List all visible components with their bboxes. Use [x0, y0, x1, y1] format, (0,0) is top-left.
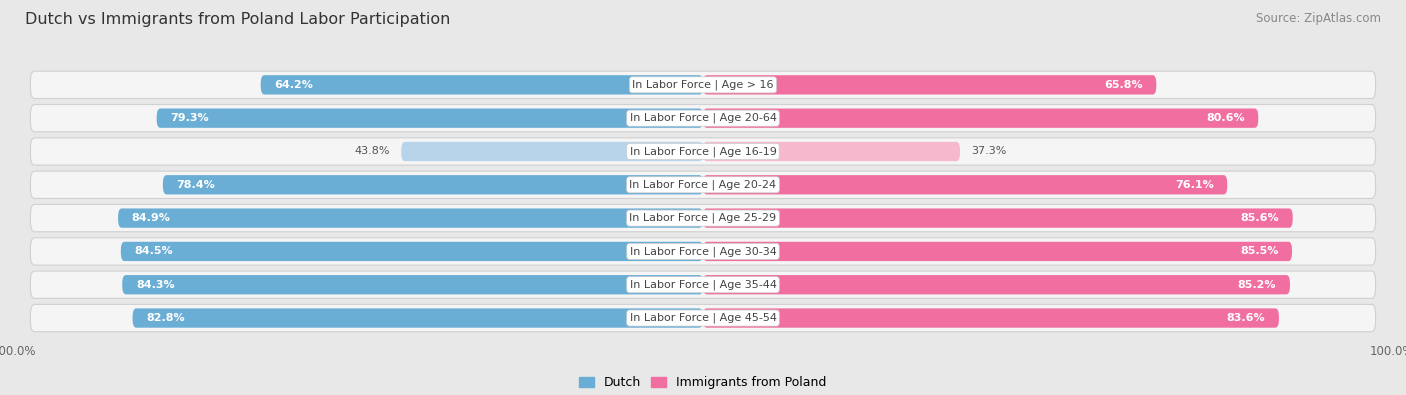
Text: In Labor Force | Age 30-34: In Labor Force | Age 30-34 — [630, 246, 776, 257]
FancyBboxPatch shape — [163, 175, 703, 194]
FancyBboxPatch shape — [703, 308, 1279, 328]
FancyBboxPatch shape — [156, 109, 703, 128]
FancyBboxPatch shape — [132, 308, 703, 328]
Text: Source: ZipAtlas.com: Source: ZipAtlas.com — [1256, 12, 1381, 25]
Text: 37.3%: 37.3% — [972, 147, 1007, 156]
FancyBboxPatch shape — [703, 209, 1292, 228]
Text: 85.5%: 85.5% — [1240, 246, 1278, 256]
FancyBboxPatch shape — [703, 142, 960, 161]
Text: 85.2%: 85.2% — [1237, 280, 1277, 290]
FancyBboxPatch shape — [703, 75, 1156, 94]
Text: 83.6%: 83.6% — [1226, 313, 1265, 323]
Text: In Labor Force | Age 35-44: In Labor Force | Age 35-44 — [630, 280, 776, 290]
Text: In Labor Force | Age 45-54: In Labor Force | Age 45-54 — [630, 313, 776, 323]
FancyBboxPatch shape — [401, 142, 703, 161]
FancyBboxPatch shape — [31, 105, 1375, 132]
FancyBboxPatch shape — [703, 275, 1289, 294]
FancyBboxPatch shape — [31, 238, 1375, 265]
FancyBboxPatch shape — [31, 138, 1375, 165]
Text: 79.3%: 79.3% — [170, 113, 209, 123]
FancyBboxPatch shape — [121, 242, 703, 261]
Text: 85.6%: 85.6% — [1240, 213, 1279, 223]
Text: 76.1%: 76.1% — [1175, 180, 1213, 190]
Text: 84.3%: 84.3% — [136, 280, 174, 290]
FancyBboxPatch shape — [31, 271, 1375, 298]
FancyBboxPatch shape — [260, 75, 703, 94]
FancyBboxPatch shape — [703, 109, 1258, 128]
FancyBboxPatch shape — [118, 209, 703, 228]
Text: 80.6%: 80.6% — [1206, 113, 1244, 123]
Text: 84.9%: 84.9% — [132, 213, 170, 223]
Text: Dutch vs Immigrants from Poland Labor Participation: Dutch vs Immigrants from Poland Labor Pa… — [25, 12, 451, 27]
Text: 78.4%: 78.4% — [177, 180, 215, 190]
FancyBboxPatch shape — [31, 305, 1375, 332]
FancyBboxPatch shape — [31, 205, 1375, 232]
Text: 43.8%: 43.8% — [354, 147, 391, 156]
Text: 64.2%: 64.2% — [274, 80, 314, 90]
Text: 82.8%: 82.8% — [146, 313, 186, 323]
Text: In Labor Force | Age 16-19: In Labor Force | Age 16-19 — [630, 146, 776, 157]
Legend: Dutch, Immigrants from Poland: Dutch, Immigrants from Poland — [574, 371, 832, 394]
Text: In Labor Force | Age 20-64: In Labor Force | Age 20-64 — [630, 113, 776, 123]
Text: In Labor Force | Age 20-24: In Labor Force | Age 20-24 — [630, 180, 776, 190]
Text: In Labor Force | Age 25-29: In Labor Force | Age 25-29 — [630, 213, 776, 223]
FancyBboxPatch shape — [31, 71, 1375, 98]
FancyBboxPatch shape — [31, 171, 1375, 198]
Text: 65.8%: 65.8% — [1104, 80, 1143, 90]
Text: 84.5%: 84.5% — [135, 246, 173, 256]
FancyBboxPatch shape — [122, 275, 703, 294]
Text: In Labor Force | Age > 16: In Labor Force | Age > 16 — [633, 80, 773, 90]
FancyBboxPatch shape — [703, 175, 1227, 194]
FancyBboxPatch shape — [703, 242, 1292, 261]
